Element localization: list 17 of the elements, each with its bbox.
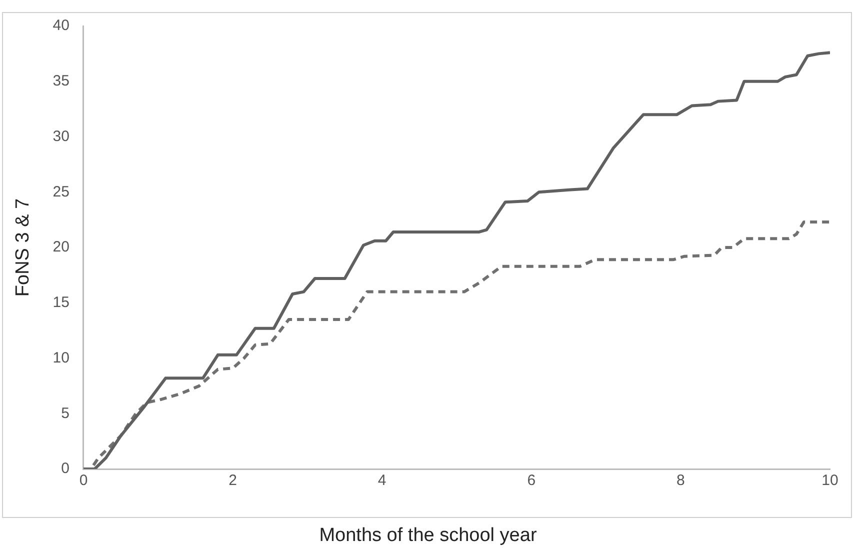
y-tick-label: 35: [52, 72, 70, 90]
y-tick-label: 0: [61, 460, 70, 478]
x-tick-label: 10: [822, 472, 838, 490]
y-tick-label: 20: [52, 238, 70, 256]
x-tick-label: 4: [378, 472, 386, 490]
y-axis-title: FoNS 3 & 7: [12, 198, 34, 297]
y-tick-label: 5: [61, 404, 70, 422]
x-axis-title: Months of the school year: [318, 525, 538, 547]
y-tick-label: 40: [52, 17, 70, 34]
y-tick-label: 10: [52, 349, 70, 366]
y-tick-label: 15: [52, 294, 70, 312]
y-tick-label: 25: [52, 183, 70, 200]
x-tick-label: 0: [79, 472, 88, 490]
x-tick-label: 8: [676, 472, 685, 490]
x-tick-label: 2: [228, 472, 237, 490]
y-tick-label: 30: [52, 128, 70, 145]
x-tick-label: 6: [527, 472, 536, 490]
